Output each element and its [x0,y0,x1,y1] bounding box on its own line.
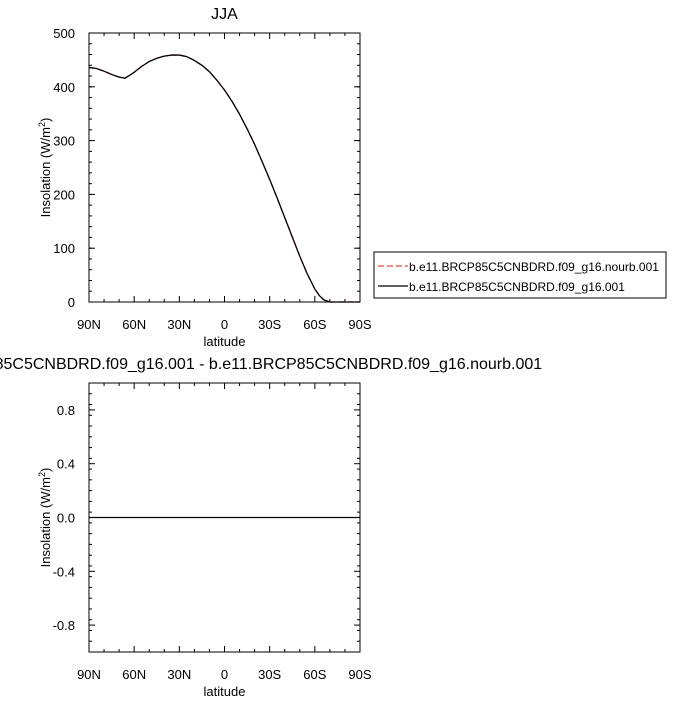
x-tick-label: 90S [348,317,371,332]
y-tick-label: 0.4 [57,457,75,472]
y-axis-label-sup: 2 [37,122,47,127]
y-axis-label: Insolation (W/m2) [37,118,53,218]
legend-label-0: b.e11.BRCP85C5CNBDRD.f09_g16.nourb.001 [409,260,659,274]
y-tick-label: 0.0 [57,511,75,526]
x-tick-label: 90S [348,667,371,682]
x-tick-label: 0 [221,667,228,682]
y-axis-label-sup: 2 [37,472,47,477]
series-line-0 [88,54,360,303]
y-axis-label-end: ) [38,468,53,472]
y-tick-label: -0.8 [53,618,75,633]
x-axis-label: latitude [204,334,246,349]
x-tick-label: 90N [77,317,101,332]
x-tick-label: 60S [303,317,326,332]
x-tick-label: 30S [258,667,281,682]
y-tick-label: 500 [53,26,75,41]
y-axis-label-end: ) [38,118,53,122]
series-line-1 [88,54,360,303]
x-tick-label: 30N [167,667,191,682]
legend: b.e11.BRCP85C5CNBDRD.f09_g16.nourb.001 b.… [373,251,667,299]
x-tick-label: 30S [258,317,281,332]
x-tick-label: 60N [122,667,146,682]
y-tick-label: -0.4 [53,564,75,579]
y-tick-label: 100 [53,241,75,256]
x-tick-label: 30N [167,317,191,332]
x-tick-label: 60N [122,317,146,332]
y-tick-label: 300 [53,134,75,149]
x-axis-label: latitude [204,684,246,699]
plot-frame [88,382,361,653]
legend-box [373,251,667,299]
y-tick-label: 0 [68,295,75,310]
x-tick-label: 0 [221,317,228,332]
x-tick-label: 60S [303,667,326,682]
chart-title: b.e11.BRCP85C5CNBDRD.f09_g16.001 - b.e11… [0,356,542,373]
y-axis-label: Insolation (W/m2) [37,468,53,568]
y-tick-label: 200 [53,187,75,202]
chart-title: JJA [211,6,238,23]
y-axis-label-text: Insolation (W/m [38,127,53,217]
top-panel: JJA 90N 60N 30N 0 30S 60S 90S 0 100 200 300 400 500 la… [37,6,372,349]
legend-label-1: b.e11.BRCP85C5CNBDRD.f09_g16.001 [409,280,625,294]
y-tick-label: 0.8 [57,403,75,418]
bottom-panel: b.e11.BRCP85C5CNBDRD.f09_g16.001 - b.e11… [0,356,542,699]
x-tick-label: 90N [77,667,101,682]
y-tick-label: 400 [53,80,75,95]
plot-frame [88,32,361,303]
y-axis-label-text: Insolation (W/m [38,477,53,567]
